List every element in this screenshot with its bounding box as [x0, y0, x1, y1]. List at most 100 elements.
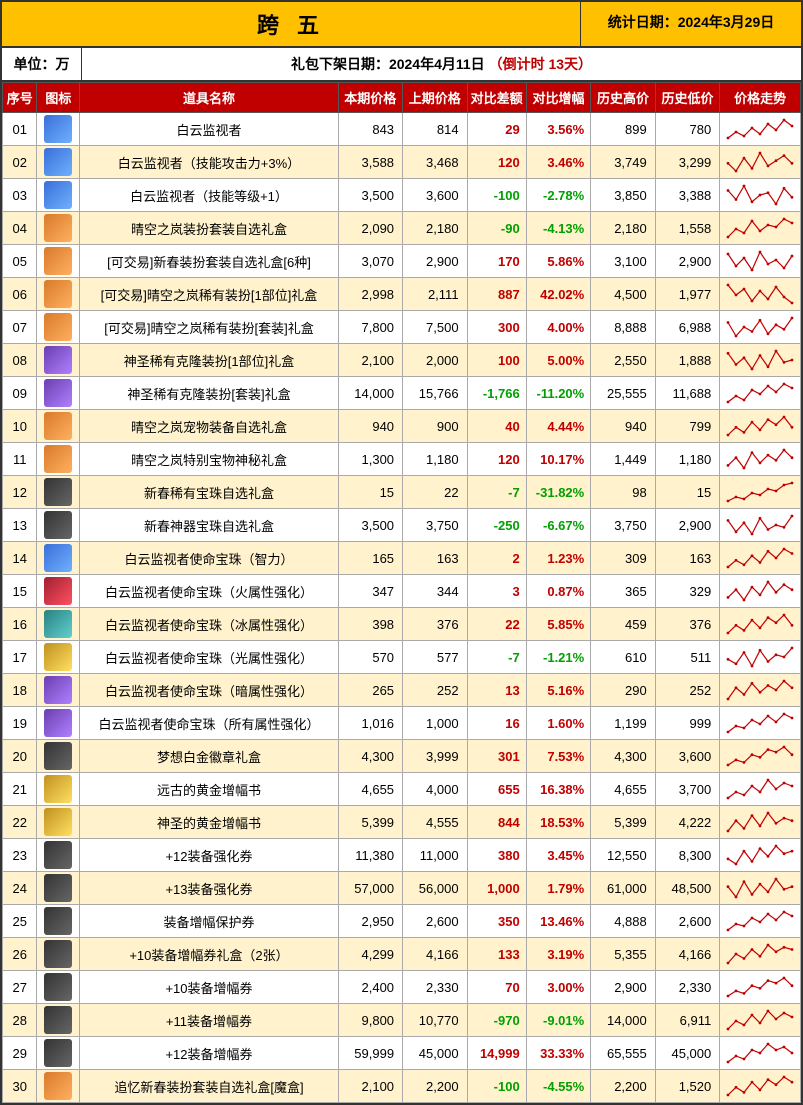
- cell-lo: 999: [655, 707, 720, 740]
- cell-cur: 3,500: [338, 179, 403, 212]
- cell-lo: 8,300: [655, 839, 720, 872]
- cell-icon: [37, 707, 80, 740]
- cell-seq: 16: [3, 608, 37, 641]
- cell-icon: [37, 476, 80, 509]
- cell-diff: 22: [467, 608, 526, 641]
- cell-pct: -6.67%: [526, 509, 591, 542]
- table-row: 16白云监视者使命宝珠（冰属性强化）398376225.85%459376: [3, 608, 801, 641]
- cell-pct: 5.00%: [526, 344, 591, 377]
- cell-seq: 07: [3, 311, 37, 344]
- table-row: 15白云监视者使命宝珠（火属性强化）34734430.87%365329: [3, 575, 801, 608]
- cell-pct: 33.33%: [526, 1037, 591, 1070]
- cell-prev: 10,770: [403, 1004, 468, 1037]
- cell-name: [可交易]新春装扮套装自选礼盒[6种]: [80, 245, 338, 278]
- cell-seq: 04: [3, 212, 37, 245]
- cell-hi: 2,180: [591, 212, 656, 245]
- cell-lo: 1,977: [655, 278, 720, 311]
- cell-cur: 3,070: [338, 245, 403, 278]
- table-row: 13新春神器宝珠自选礼盒3,5003,750-250-6.67%3,7502,9…: [3, 509, 801, 542]
- item-icon: [44, 1072, 72, 1100]
- col-header: 道具名称: [80, 83, 338, 113]
- item-icon: [44, 247, 72, 275]
- cell-lo: 252: [655, 674, 720, 707]
- cell-pct: 13.46%: [526, 905, 591, 938]
- cell-hi: 4,300: [591, 740, 656, 773]
- cell-lo: 1,520: [655, 1070, 720, 1103]
- cell-spark: [720, 707, 801, 740]
- cell-diff: -7: [467, 641, 526, 674]
- cell-prev: 45,000: [403, 1037, 468, 1070]
- cell-name: 白云监视者使命宝珠（冰属性强化）: [80, 608, 338, 641]
- cell-icon: [37, 641, 80, 674]
- cell-spark: [720, 311, 801, 344]
- countdown-text: （倒计时 13天）: [489, 56, 592, 72]
- cell-diff: -90: [467, 212, 526, 245]
- cell-name: 白云监视者: [80, 113, 338, 146]
- price-table-container: 跨 五 统计日期：2024年3月29日 单位：万 礼包下架日期：2024年4月1…: [0, 0, 803, 1105]
- table-row: 29+12装备增幅券59,99945,00014,99933.33%65,555…: [3, 1037, 801, 1070]
- cell-icon: [37, 905, 80, 938]
- cell-lo: 3,700: [655, 773, 720, 806]
- table-header-row: 序号图标道具名称本期价格上期价格对比差额对比增幅历史高价历史低价价格走势: [3, 83, 801, 113]
- cell-hi: 459: [591, 608, 656, 641]
- cell-icon: [37, 410, 80, 443]
- cell-spark: [720, 410, 801, 443]
- cell-icon: [37, 773, 80, 806]
- item-icon: [44, 610, 72, 638]
- cell-name: 神圣稀有克隆装扮[1部位]礼盒: [80, 344, 338, 377]
- item-icon: [44, 181, 72, 209]
- cell-diff: 120: [467, 443, 526, 476]
- cell-icon: [37, 1037, 80, 1070]
- cell-icon: [37, 179, 80, 212]
- cell-diff: 2: [467, 542, 526, 575]
- cell-cur: 57,000: [338, 872, 403, 905]
- cell-pct: 3.00%: [526, 971, 591, 1004]
- cell-diff: 655: [467, 773, 526, 806]
- table-row: 14白云监视者使命宝珠（智力）16516321.23%309163: [3, 542, 801, 575]
- cell-spark: [720, 146, 801, 179]
- cell-icon: [37, 608, 80, 641]
- cell-seq: 27: [3, 971, 37, 1004]
- cell-spark: [720, 938, 801, 971]
- cell-hi: 4,655: [591, 773, 656, 806]
- cell-diff: -250: [467, 509, 526, 542]
- cell-pct: -4.55%: [526, 1070, 591, 1103]
- cell-prev: 2,600: [403, 905, 468, 938]
- cell-lo: 2,600: [655, 905, 720, 938]
- cell-prev: 1,180: [403, 443, 468, 476]
- cell-prev: 2,180: [403, 212, 468, 245]
- cell-prev: 4,166: [403, 938, 468, 971]
- cell-icon: [37, 377, 80, 410]
- cell-diff: 16: [467, 707, 526, 740]
- cell-spark: [720, 905, 801, 938]
- cell-diff: 380: [467, 839, 526, 872]
- cell-pct: 1.60%: [526, 707, 591, 740]
- cell-spark: [720, 344, 801, 377]
- cell-prev: 4,555: [403, 806, 468, 839]
- cell-lo: 2,330: [655, 971, 720, 1004]
- table-row: 19白云监视者使命宝珠（所有属性强化）1,0161,000161.60%1,19…: [3, 707, 801, 740]
- cell-icon: [37, 212, 80, 245]
- cell-cur: 347: [338, 575, 403, 608]
- table-row: 07[可交易]晴空之岚稀有装扮[套装]礼盒7,8007,5003004.00%8…: [3, 311, 801, 344]
- cell-icon: [37, 113, 80, 146]
- table-row: 01白云监视者843814293.56%899780: [3, 113, 801, 146]
- cell-icon: [37, 509, 80, 542]
- cell-cur: 265: [338, 674, 403, 707]
- cell-pct: 1.23%: [526, 542, 591, 575]
- table-row: 04晴空之岚装扮套装自选礼盒2,0902,180-90-4.13%2,1801,…: [3, 212, 801, 245]
- cell-pct: 4.00%: [526, 311, 591, 344]
- col-header: 图标: [37, 83, 80, 113]
- cell-lo: 376: [655, 608, 720, 641]
- cell-pct: 5.85%: [526, 608, 591, 641]
- cell-hi: 3,749: [591, 146, 656, 179]
- cell-prev: 814: [403, 113, 468, 146]
- table-row: 24+13装备强化券57,00056,0001,0001.79%61,00048…: [3, 872, 801, 905]
- item-icon: [44, 412, 72, 440]
- cell-seq: 29: [3, 1037, 37, 1070]
- cell-pct: 16.38%: [526, 773, 591, 806]
- cell-pct: 5.86%: [526, 245, 591, 278]
- table-row: 08神圣稀有克隆装扮[1部位]礼盒2,1002,0001005.00%2,550…: [3, 344, 801, 377]
- cell-spark: [720, 542, 801, 575]
- unit-label: 单位：万: [2, 48, 82, 80]
